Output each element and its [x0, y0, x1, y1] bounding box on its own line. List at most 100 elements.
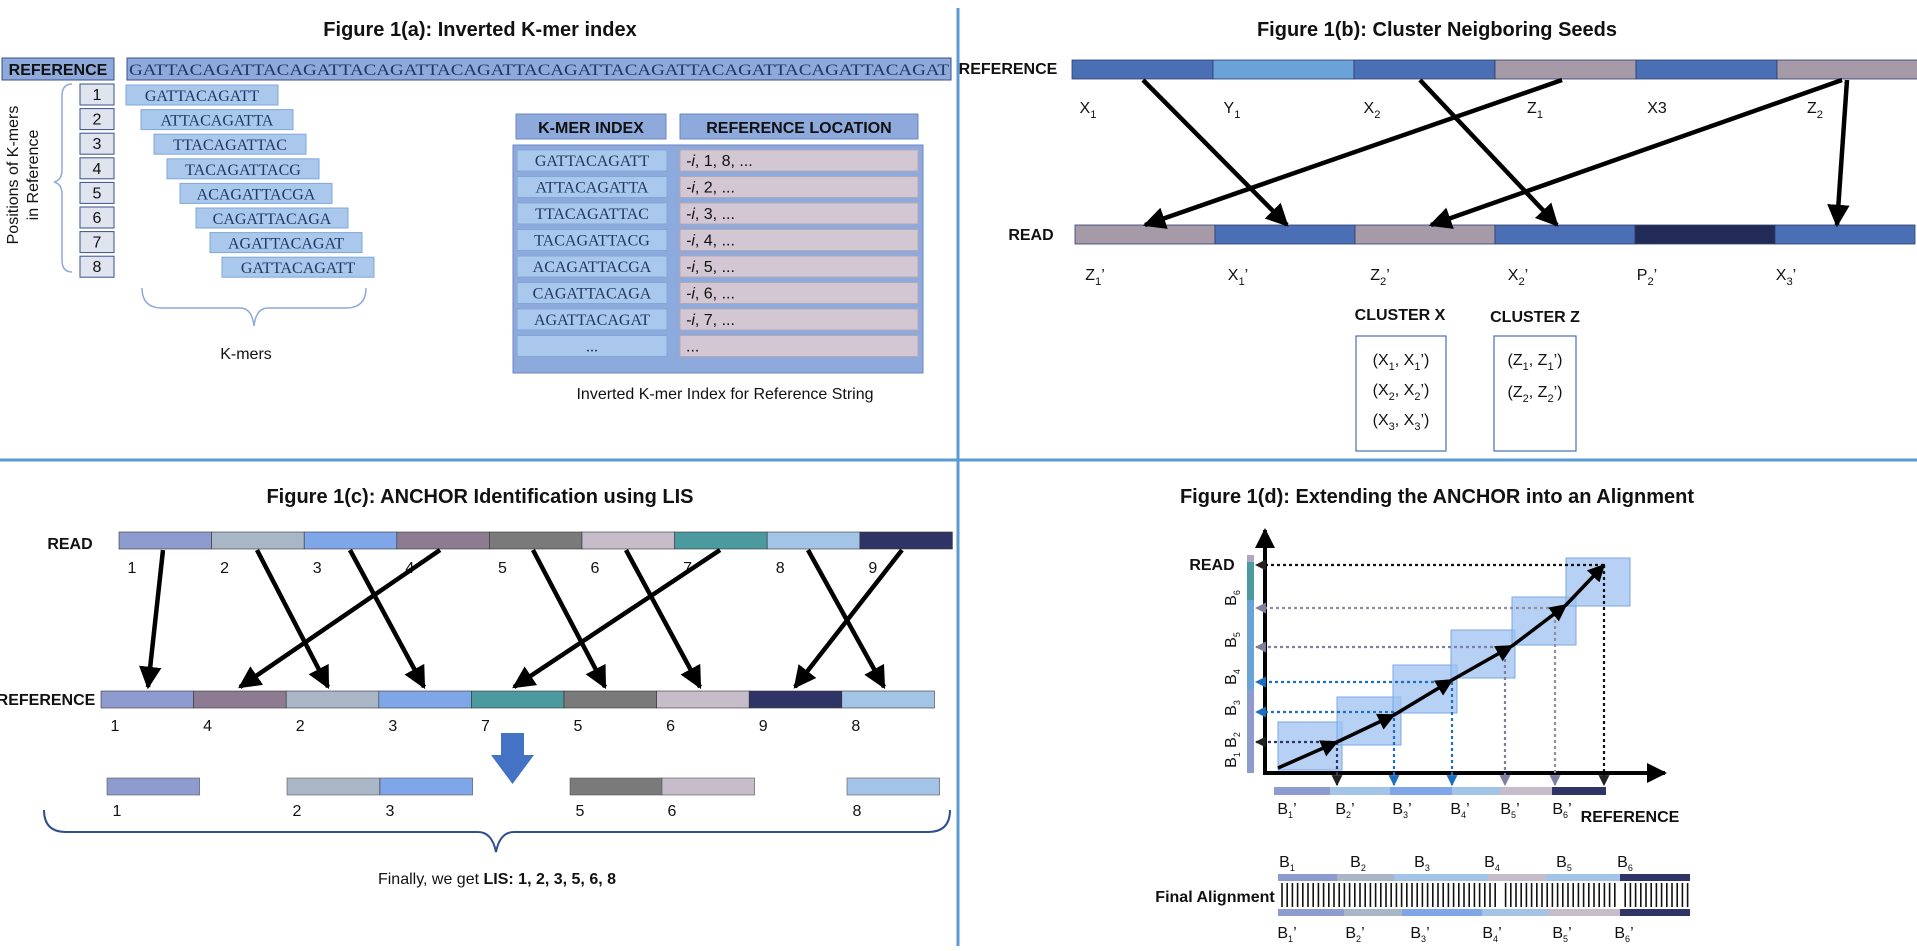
index-caption: Inverted K-mer Index for Reference Strin… — [576, 386, 873, 403]
reference-segment-label: Z1 — [1527, 100, 1543, 121]
index-kmer-cell — [516, 202, 668, 225]
anchor-extension-arrow — [1393, 678, 1454, 717]
read-segment-number: 5 — [498, 560, 507, 577]
cluster-x-title: CLUSTER X — [1355, 307, 1446, 324]
reference-segment-number: 8 — [851, 718, 860, 735]
reference-location-header: REFERENCE LOCATION — [706, 120, 891, 137]
position-number: 5 — [93, 185, 102, 202]
final-bottom-segment — [1278, 909, 1344, 916]
panel-d: Figure 1(d): Extending the ANCHOR into a… — [1155, 486, 1694, 944]
seed-arrow — [1827, 79, 1850, 228]
c-mapping-arrows — [139, 548, 904, 690]
index-kmer-text: ACAGATTACGA — [533, 259, 652, 276]
final-alignment: B1 B2 B3 B4 B5 B6 B1’ B2’ B3’ B4’ B5’ B6’ — [1277, 854, 1690, 944]
final-bottom-segment — [1548, 909, 1620, 916]
mapping-arrow — [139, 549, 166, 690]
read-segment-number: 1 — [128, 560, 137, 577]
lis-segment-number: 2 — [293, 803, 302, 820]
b-reference-segment-labels: X1 Y1 X2 Z1 X3 Z2 — [1080, 100, 1823, 121]
read-segment — [211, 531, 305, 550]
lis-segment — [379, 777, 473, 796]
seed-arrow — [1142, 77, 1563, 229]
index-kmer-cell — [516, 229, 668, 251]
cluster-x-box — [1355, 335, 1447, 452]
kmer-text: GATTACAGATT — [241, 260, 355, 277]
final-top-segment — [1278, 874, 1337, 881]
index-location-cell — [679, 176, 919, 198]
reference-segment-label: Z2 — [1807, 100, 1823, 121]
reference-segment-number: 2 — [296, 718, 305, 735]
reference-segment — [1353, 59, 1496, 80]
reference-segment-number: 3 — [388, 718, 397, 735]
x-block-segment — [1274, 787, 1330, 795]
lis-segment — [569, 777, 663, 796]
y-block-label: B6 — [1223, 590, 1242, 606]
final-bottom-segment — [1344, 909, 1402, 916]
final-bottom-segment — [1482, 909, 1548, 916]
index-kmer-text: GATTACAGATT — [535, 153, 649, 170]
positions-axis-label-2: in Reference — [25, 130, 42, 221]
cluster-pair: (X2, X2’) — [1373, 382, 1430, 403]
c-reference-bar: 1 4 2 3 7 5 6 9 8 — [100, 690, 935, 735]
reference-segment-number: 6 — [666, 718, 675, 735]
read-segment-label: X1’ — [1228, 267, 1248, 288]
index-kmer-cell — [516, 308, 668, 331]
final-top-label: B5 — [1556, 854, 1572, 873]
mapping-arrow — [793, 548, 904, 689]
final-bottom-label: B4’ — [1482, 925, 1501, 944]
kmer-box — [221, 256, 375, 278]
reference-segment — [1776, 59, 1917, 80]
c-lis-segments: 1 2 3 5 6 8 — [106, 777, 940, 820]
anchor-extension-arrow — [1277, 740, 1339, 770]
index-location-cell — [679, 202, 919, 225]
final-top-label: B1 — [1279, 854, 1295, 873]
read-segment — [1634, 224, 1776, 245]
position-box — [79, 206, 115, 229]
lis-segment — [846, 777, 940, 796]
final-top-segment — [1337, 874, 1394, 881]
index-location-cell — [679, 149, 919, 172]
final-bottom-label: B1’ — [1277, 925, 1296, 944]
read-segment — [1074, 224, 1216, 245]
index-location-text: -i, 7, ... — [686, 312, 735, 329]
mapping-arrow — [238, 548, 442, 689]
kmer-box — [153, 133, 307, 155]
final-top-segment — [1394, 874, 1488, 881]
seed-arrow — [1418, 78, 1559, 227]
kmer-box — [195, 207, 349, 229]
panel-c: Figure 1(c): ANCHOR Identification using… — [0, 486, 953, 888]
kmer-text: TACAGATTACG — [185, 162, 301, 179]
index-kmer-cell — [516, 176, 668, 198]
x-block-label: B5’ — [1500, 801, 1519, 820]
read-segment-label: Z2’ — [1370, 267, 1390, 288]
final-bottom-label: B5’ — [1552, 925, 1571, 944]
lis-brace — [43, 809, 951, 853]
kmer-box — [140, 109, 294, 131]
read-segment — [118, 531, 212, 550]
final-top-segment — [1488, 874, 1545, 881]
reference-segment — [1635, 59, 1778, 80]
reference-segment — [378, 690, 472, 709]
read-segment — [581, 531, 675, 550]
index-kmer-text: AGATTACAGAT — [534, 312, 650, 329]
read-segment-number: 8 — [776, 560, 785, 577]
read-segment — [674, 531, 768, 550]
kmer-text: ATTACAGATTA — [161, 113, 274, 130]
position-box — [79, 83, 115, 106]
d-read-label: READ — [1189, 557, 1234, 574]
kmer-index-header: K-MER INDEX — [538, 120, 644, 137]
cluster-z-title: CLUSTER Z — [1490, 309, 1580, 326]
kmer-index-rows: GATTACAGATT -i, 1, 8, ... ATTACAGATTA -i, 2… — [516, 149, 919, 357]
d-alignment-plot: B1 B2 B3 B4 B5 B6 B1’ B2’ B3’ B4’ B5’ B6’ — [1223, 528, 1667, 820]
index-location-text: -i, 2, ... — [686, 180, 735, 197]
panel-b-title: Figure 1(b): Cluster Neigboring Seeds — [1257, 19, 1617, 41]
reference-segment — [1212, 59, 1355, 80]
read-segment-number: 9 — [868, 560, 877, 577]
read-segment-label: Z1’ — [1085, 267, 1105, 288]
read-segment — [1214, 224, 1356, 245]
mapping-arrow — [348, 548, 426, 689]
reference-segment-number: 1 — [111, 718, 120, 735]
y-block-segment — [1247, 735, 1254, 773]
kmer-text: AGATTACAGAT — [228, 236, 344, 253]
